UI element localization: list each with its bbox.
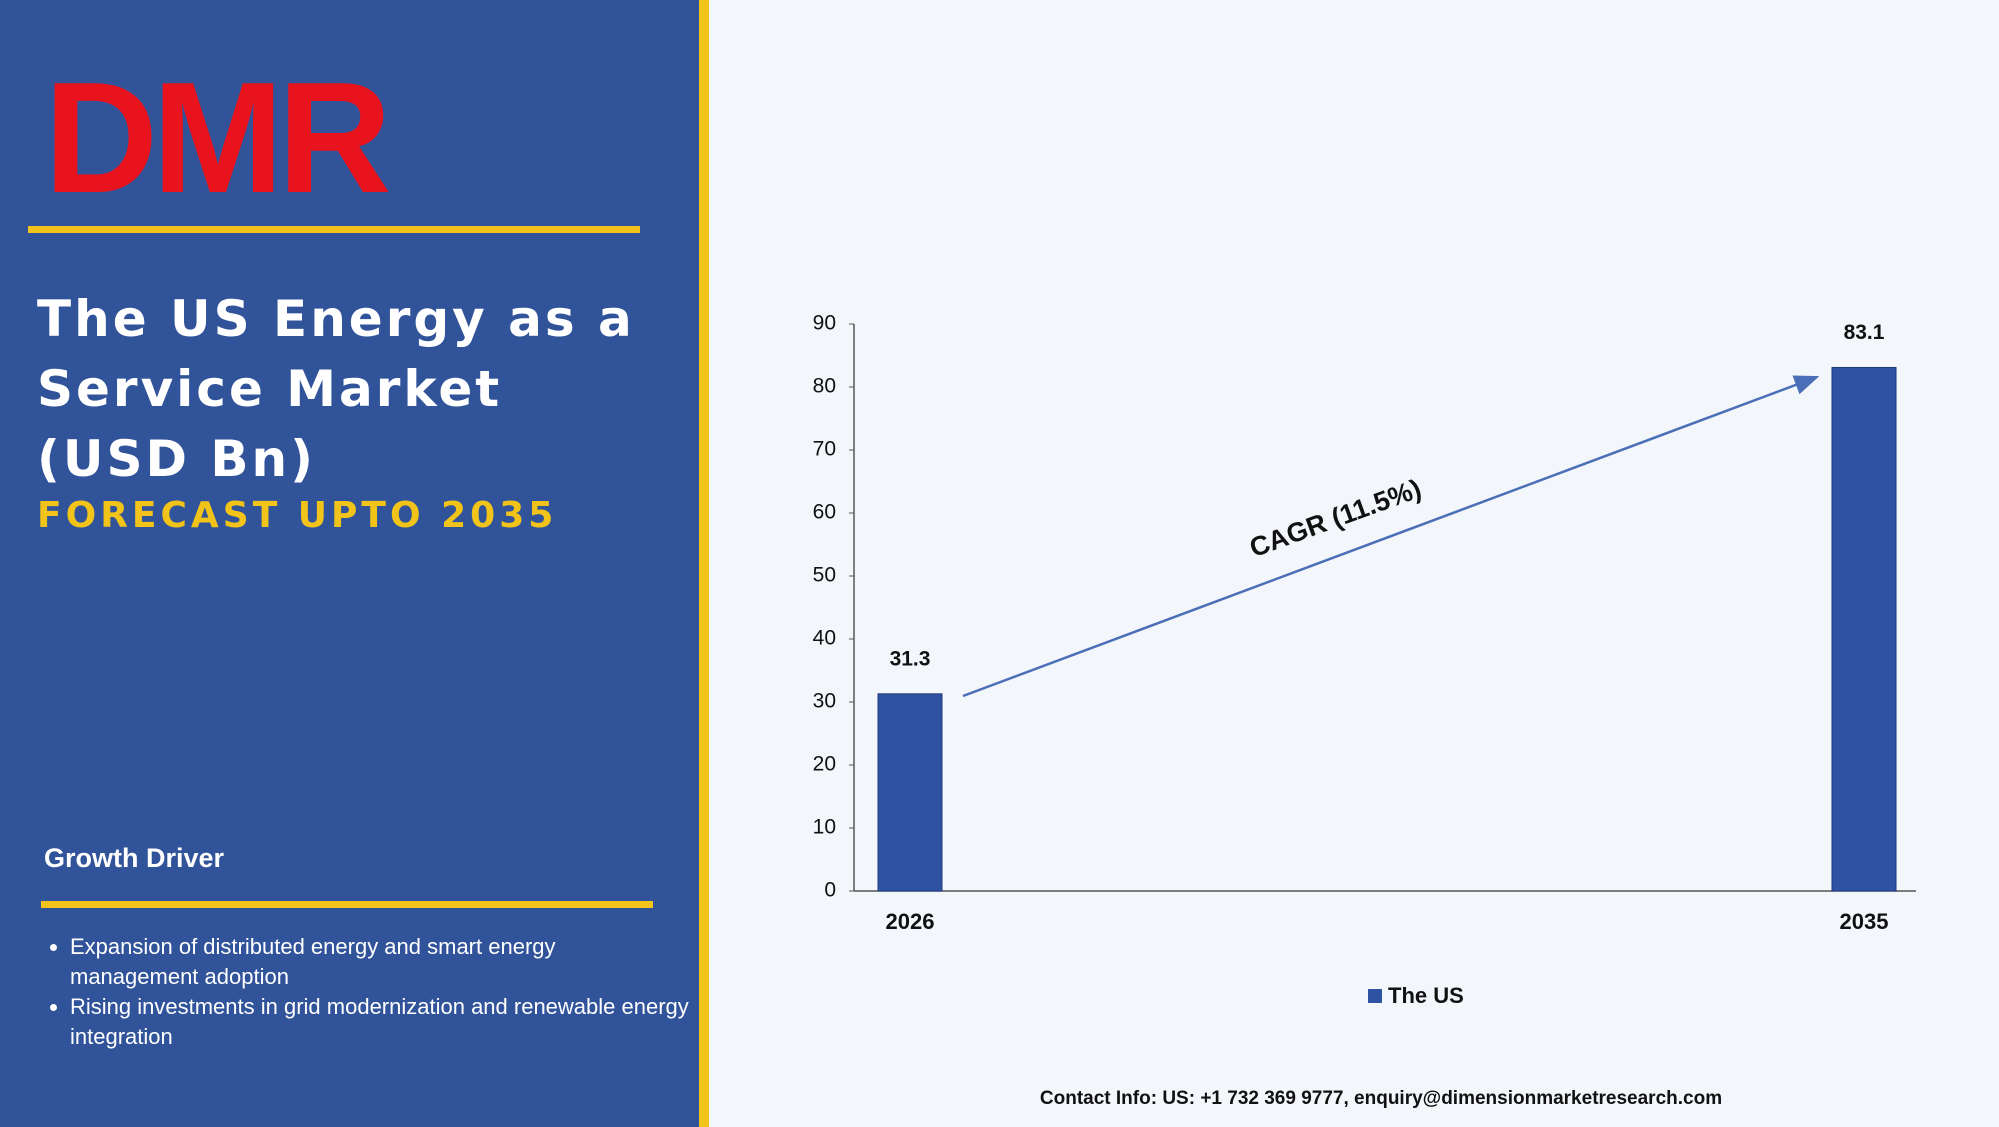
y-tick-label: 50 [813,564,836,587]
section-heading: Growth Driver [44,843,225,873]
divider [28,226,640,233]
cagr-arrow [962,375,1820,698]
bar [1831,366,1897,892]
title-line: The US Energy as a [37,290,635,348]
y-tick-label: 70 [813,438,836,461]
title-line: (USD Bn) [37,430,316,488]
y-tick-label: 0 [824,879,836,902]
bullet-list: Expansion of distributed energy and smar… [40,932,690,1052]
y-tick-label: 10 [813,816,836,839]
stripe [699,0,709,1127]
legend-swatch [1368,989,1382,1003]
legend-label: The US [1388,983,1464,1008]
y-tick-label: 60 [813,501,836,524]
data-label: 31.3 [890,647,931,670]
y-tick-label: 30 [813,690,836,713]
bar [877,693,943,892]
contact: Contact Info: US: +1 732 369 9777, enqui… [1040,1088,1722,1109]
title-line: Service Market [37,360,503,418]
x-tick-label: 2035 [1840,909,1889,934]
data-label: 83.1 [1844,321,1885,344]
y-tick-label: 80 [813,375,836,398]
annotation: CAGR (11.5%) [1246,473,1425,563]
logo: DMR [44,50,392,226]
x-tick-label: 2026 [886,909,935,934]
bullet: Expansion of distributed energy and smar… [70,932,690,992]
divider [41,901,653,908]
y-tick-label: 90 [813,312,836,335]
sidebar: DMR The US Energy as a Service Market (U… [0,0,699,1127]
subtitle: FORECAST UPTO 2035 [37,495,558,536]
y-tick-label: 40 [813,627,836,650]
bullet: Rising investments in grid modernization… [70,992,690,1052]
y-tick-label: 20 [813,753,836,776]
